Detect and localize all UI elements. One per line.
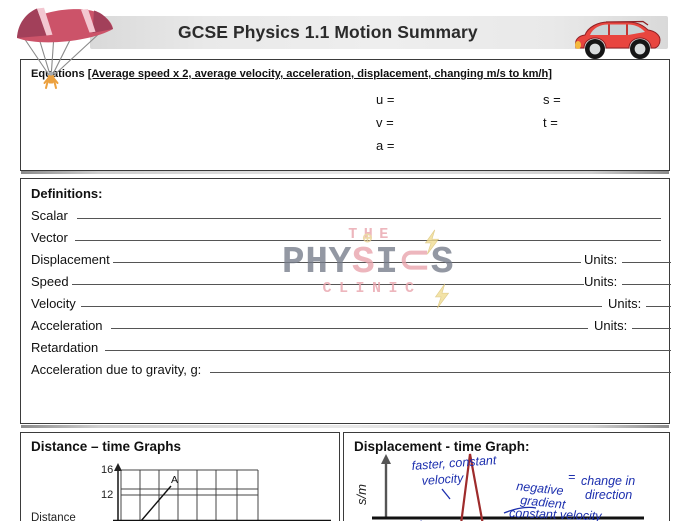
svg-text:s/m: s/m: [354, 484, 369, 505]
svg-text:direction: direction: [585, 488, 632, 502]
svg-text:A: A: [171, 474, 178, 486]
svg-text:12: 12: [101, 489, 113, 501]
svg-text:16: 16: [101, 464, 113, 476]
svg-text:Distance: Distance: [31, 512, 76, 521]
svg-text:velocity: velocity: [421, 471, 464, 488]
svg-text:change in: change in: [581, 474, 635, 488]
svg-text:faster, constant: faster, constant: [411, 453, 497, 473]
svg-text:=: =: [568, 470, 575, 484]
